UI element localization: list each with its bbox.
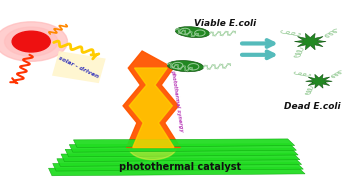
Polygon shape	[53, 163, 303, 171]
Polygon shape	[69, 144, 296, 152]
Circle shape	[128, 133, 177, 160]
Ellipse shape	[167, 60, 204, 72]
Polygon shape	[57, 158, 302, 166]
Polygon shape	[52, 51, 106, 83]
Circle shape	[12, 31, 50, 52]
Text: photothermal synergy: photothermal synergy	[170, 69, 184, 132]
Polygon shape	[306, 74, 332, 88]
Polygon shape	[65, 148, 298, 157]
Text: Viable E.coli: Viable E.coli	[193, 19, 256, 28]
Polygon shape	[294, 33, 326, 50]
Circle shape	[5, 27, 58, 56]
Text: photothermal catalyst: photothermal catalyst	[119, 162, 241, 172]
Polygon shape	[61, 153, 300, 162]
Polygon shape	[73, 139, 295, 147]
Circle shape	[0, 22, 68, 61]
Text: solar - driven: solar - driven	[57, 55, 99, 79]
Polygon shape	[48, 167, 305, 176]
Polygon shape	[123, 51, 180, 147]
Ellipse shape	[175, 27, 209, 38]
Polygon shape	[129, 68, 174, 147]
Text: Dead E.coli: Dead E.coli	[284, 102, 340, 111]
